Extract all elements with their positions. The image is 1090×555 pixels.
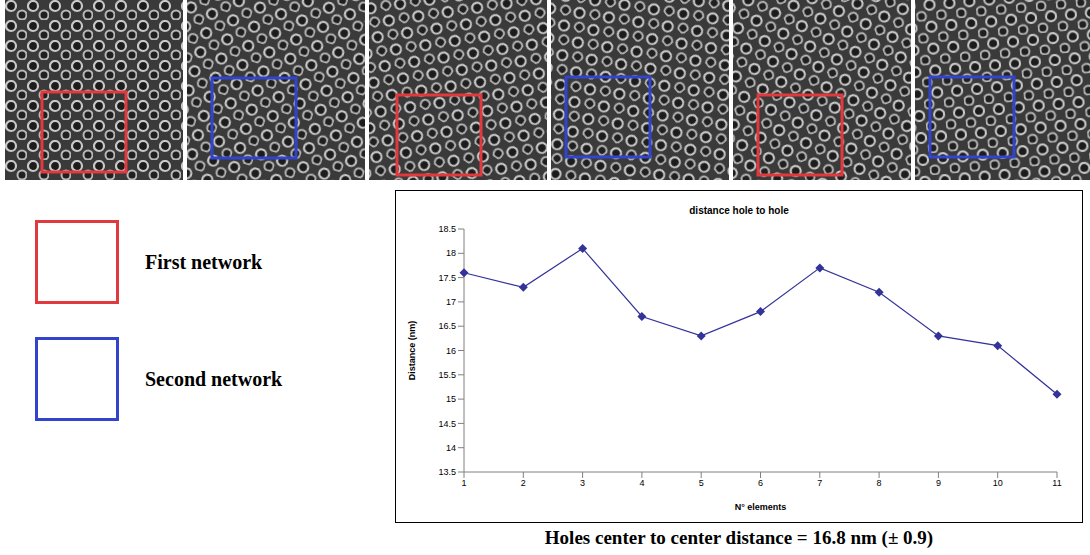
svg-text:1: 1 <box>461 478 466 488</box>
html-text:distance hole to hole: distance hole to hole <box>689 205 789 216</box>
svg-text:14.5: 14.5 <box>438 419 456 429</box>
svg-text:Distance (nm): Distance (nm) <box>407 321 417 381</box>
svg-text:11: 11 <box>1052 478 1061 488</box>
svg-text:13.5: 13.5 <box>438 467 456 477</box>
svg-text:3: 3 <box>580 478 585 488</box>
svg-text:10: 10 <box>993 478 1003 488</box>
svg-text:17.5: 17.5 <box>438 273 456 283</box>
svg-text:N° elements: N° elements <box>735 502 787 512</box>
svg-text:6: 6 <box>758 478 763 488</box>
svg-text:15: 15 <box>446 394 456 404</box>
svg-text:18: 18 <box>446 248 456 258</box>
svg-text:4: 4 <box>639 478 644 488</box>
svg-text:5: 5 <box>699 478 704 488</box>
html-text:Holes center to center distanc: Holes center to center distance = 16.8 n… <box>544 527 934 548</box>
svg-text:2: 2 <box>521 478 526 488</box>
svg-text:7: 7 <box>817 478 822 488</box>
svg-text:9: 9 <box>936 478 941 488</box>
svg-text:17: 17 <box>446 297 456 307</box>
html-text:First network: First network <box>145 250 263 273</box>
svg-text:14: 14 <box>446 443 456 453</box>
svg-text:18.5: 18.5 <box>438 224 456 234</box>
svg-text:16.5: 16.5 <box>438 321 456 331</box>
html-text:Second network: Second network <box>145 367 283 390</box>
svg-text:15.5: 15.5 <box>438 370 456 380</box>
svg-text:8: 8 <box>877 478 882 488</box>
svg-text:16: 16 <box>446 346 456 356</box>
